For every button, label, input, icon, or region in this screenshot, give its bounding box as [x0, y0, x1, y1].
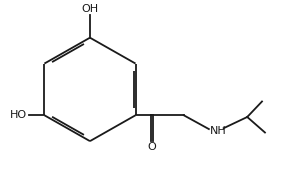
Text: OH: OH [81, 4, 99, 14]
Text: O: O [148, 142, 156, 152]
Text: NH: NH [210, 126, 227, 136]
Text: HO: HO [10, 110, 27, 120]
